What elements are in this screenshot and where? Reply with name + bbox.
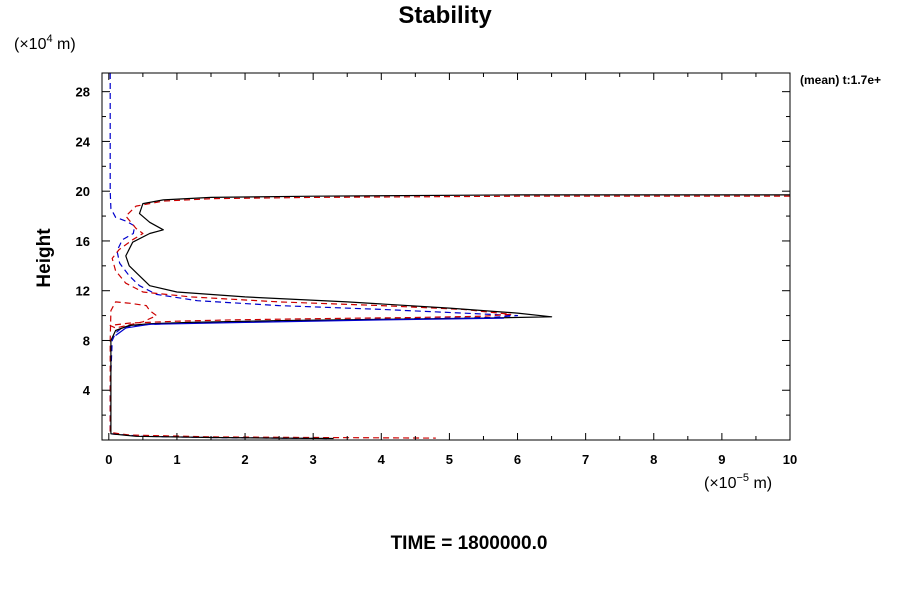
plot-frame (101, 72, 791, 441)
y-tick: 28 (76, 85, 790, 100)
series-group (109, 73, 790, 440)
y-tick-label: 16 (76, 234, 90, 249)
x-axis: 0 1 2 3 4 5 6 7 8 9 10 (105, 73, 797, 467)
time-label: TIME = 1800000.0 (391, 533, 548, 554)
y-axis-unit: (×104 m) (14, 33, 76, 53)
y-tick: 20 (76, 184, 790, 199)
y-tick-label: 24 (76, 134, 91, 149)
x-tick: 3 (310, 73, 317, 467)
y-tick-label: 4 (83, 383, 91, 398)
x-tick: 10 (783, 73, 797, 467)
x-tick-label: 4 (378, 452, 386, 467)
y-tick-label: 12 (76, 284, 90, 299)
y-tick: 4 (83, 383, 790, 398)
y-tick: 8 (83, 333, 790, 348)
x-tick-label: 9 (718, 452, 725, 467)
x-tick-label: 0 (105, 452, 112, 467)
series-line-2 (109, 195, 790, 439)
x-tick-label: 7 (582, 452, 589, 467)
y-tick-label: 20 (76, 184, 90, 199)
y-tick: 24 (76, 134, 790, 149)
y-tick-label: 28 (76, 85, 90, 100)
y-tick-label: 8 (83, 333, 90, 348)
y-tick: 16 (76, 234, 790, 249)
x-tick: 6 (514, 73, 521, 467)
x-tick: 7 (582, 73, 589, 467)
x-tick: 1 (173, 73, 181, 467)
x-axis-unit: (×10−5 m) (704, 472, 772, 492)
x-tick-label: 5 (446, 452, 453, 467)
x-tick-label: 6 (514, 452, 521, 467)
x-tick: 8 (650, 73, 657, 467)
x-tick-label: 2 (241, 452, 248, 467)
y-axis: 4 8 12 16 20 24 28 (76, 85, 790, 416)
corner-note: (mean) t:1.7e+ (800, 73, 881, 87)
x-tick-label: 1 (173, 452, 180, 467)
x-tick-label: 10 (783, 452, 797, 467)
x-tick-label: 8 (650, 452, 657, 467)
y-axis-label: Height (34, 228, 55, 288)
series-line-4 (115, 317, 504, 336)
x-tick: 5 (446, 73, 453, 467)
x-tick: 0 (105, 73, 112, 467)
x-tick: 4 (378, 73, 386, 467)
x-tick: 9 (718, 73, 725, 467)
series-line-3 (110, 194, 790, 440)
chart-title: Stability (398, 2, 492, 29)
x-tick-label: 3 (310, 452, 317, 467)
x-tick: 2 (241, 73, 249, 467)
series-line-1 (109, 73, 519, 440)
y-tick: 12 (76, 284, 790, 299)
